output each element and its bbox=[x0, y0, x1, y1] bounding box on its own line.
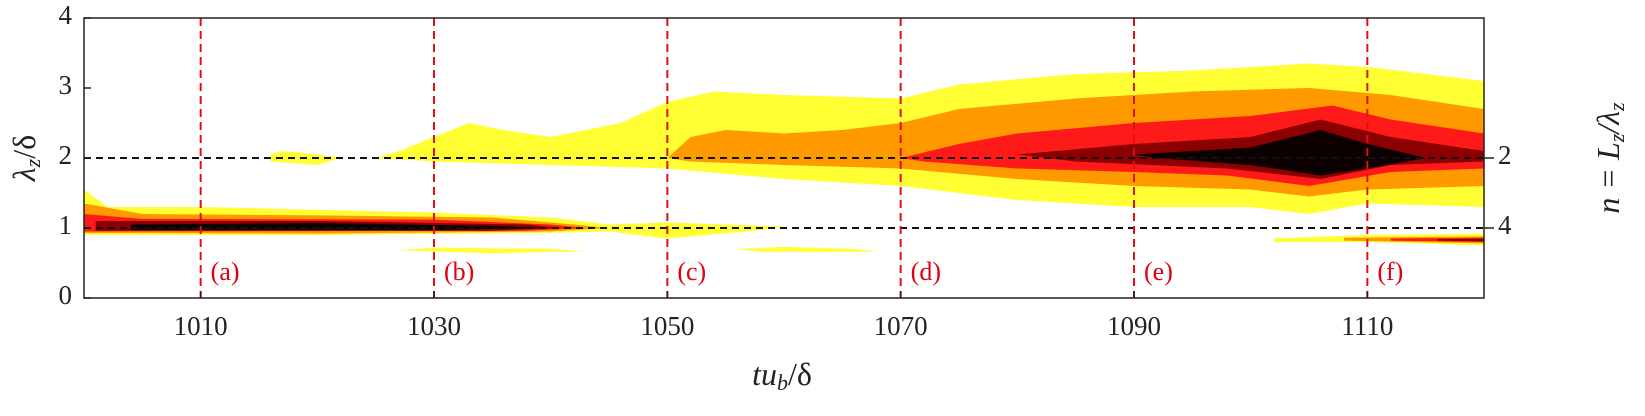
x-tick-label: 1090 bbox=[1107, 311, 1161, 341]
x-tick-label: 1050 bbox=[640, 311, 694, 341]
y2-label-mid: /λ bbox=[1590, 111, 1626, 136]
y-tick-label: 3 bbox=[59, 70, 73, 100]
y-label-rest: /δ bbox=[6, 135, 42, 159]
y2-tick-label: 2 bbox=[1498, 140, 1512, 170]
y-tick-label: 2 bbox=[59, 140, 73, 170]
annotation: (b) bbox=[444, 257, 474, 286]
contour-region bbox=[399, 247, 586, 254]
y-tick-label: 4 bbox=[59, 0, 73, 30]
y-axis-label: λz/δ bbox=[6, 135, 45, 182]
y-label-main: λ bbox=[6, 167, 42, 182]
y2-label-sub: z bbox=[1604, 133, 1629, 143]
annotation: (e) bbox=[1144, 257, 1173, 286]
x-label-rest: /δ bbox=[788, 356, 812, 392]
x-tick-label: 1010 bbox=[174, 311, 228, 341]
y2-tick-label: 4 bbox=[1498, 210, 1512, 240]
x-label-main: tu bbox=[752, 356, 777, 392]
annotation: (c) bbox=[677, 257, 706, 286]
y-tick-label: 0 bbox=[59, 280, 73, 310]
contour-region bbox=[1134, 130, 1426, 176]
y-tick-label: 1 bbox=[59, 210, 73, 240]
x-tick-label: 1110 bbox=[1341, 311, 1393, 341]
x-axis-label: tub/δ bbox=[752, 356, 812, 395]
contour-region bbox=[1437, 238, 1484, 242]
overlay: (a) (b) (c) (d) (e) (f)1010 1030 1050 1070 1090 11… bbox=[59, 0, 1513, 341]
contour-field bbox=[84, 63, 1484, 254]
annotation: (f) bbox=[1377, 257, 1403, 286]
y2-label-main: n = L bbox=[1590, 142, 1626, 213]
annotation: (a) bbox=[211, 257, 240, 286]
x-tick-label: 1030 bbox=[407, 311, 461, 341]
y-label-sub: z bbox=[20, 158, 45, 168]
x-label-sub: b bbox=[777, 370, 788, 395]
x-tick-label: 1070 bbox=[874, 311, 928, 341]
y2-label-sub2: z bbox=[1604, 102, 1629, 112]
y2-axis-label: n = Lz/λz bbox=[1590, 102, 1629, 214]
annotation: (d) bbox=[911, 257, 941, 286]
contour-region bbox=[737, 246, 878, 252]
